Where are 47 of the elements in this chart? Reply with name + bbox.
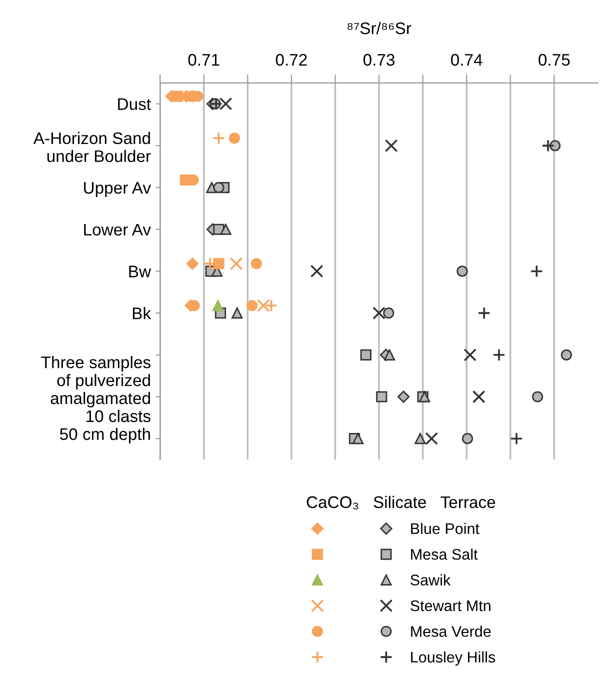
y-tick-label: Bw — [129, 266, 152, 278]
y-tick-label: A-Horizon Sand under Boulder — [33, 132, 151, 162]
point — [510, 432, 523, 446]
point — [549, 140, 561, 152]
y-tick-label: Lower Av — [84, 224, 151, 236]
legend-label: Sawik — [410, 574, 451, 586]
point — [360, 349, 372, 360]
point — [532, 391, 544, 402]
point — [462, 433, 474, 444]
legend-label: Mesa Salt — [411, 548, 478, 560]
point — [383, 308, 394, 319]
point — [464, 348, 477, 362]
point — [472, 390, 486, 404]
point — [530, 264, 544, 278]
x-axis-title: ⁸⁷Sr/⁸⁶Sr — [348, 22, 412, 34]
y-tick-label: Bk — [132, 307, 152, 320]
y-tick-label: Upper Av — [84, 182, 151, 198]
point — [352, 433, 364, 444]
point — [414, 433, 426, 444]
legend-label: Blue Point — [411, 522, 480, 534]
point — [219, 97, 232, 110]
legend-label: Mesa Verde — [411, 626, 491, 637]
point — [456, 266, 468, 277]
x-tick-label: 0.73 — [363, 54, 394, 66]
y-tick-label: Dust — [118, 98, 151, 110]
x-tick-label: 0.75 — [538, 54, 570, 66]
x-tick-label: 0.71 — [188, 54, 220, 66]
point — [384, 139, 398, 152]
point — [492, 348, 506, 362]
point — [397, 390, 410, 403]
point — [384, 349, 396, 360]
point — [542, 139, 554, 152]
legend-label: Stewart Mtn — [410, 600, 490, 612]
point — [560, 349, 572, 360]
point — [478, 306, 491, 320]
point — [220, 224, 232, 235]
legend-label: Lousley Hills — [411, 651, 496, 666]
x-tick-label: 0.74 — [451, 54, 482, 66]
point — [213, 182, 224, 194]
point — [310, 264, 324, 278]
point — [425, 432, 438, 446]
legend-title: CaCO₃ Silicate Terrace — [306, 496, 496, 510]
x-tick-label: 0.72 — [276, 54, 307, 66]
point — [232, 308, 243, 319]
y-tick-label: Three samples of pulverized amalgamated 10 clasts 50 cm depth — [41, 356, 150, 444]
point — [372, 306, 386, 320]
point — [376, 391, 388, 402]
